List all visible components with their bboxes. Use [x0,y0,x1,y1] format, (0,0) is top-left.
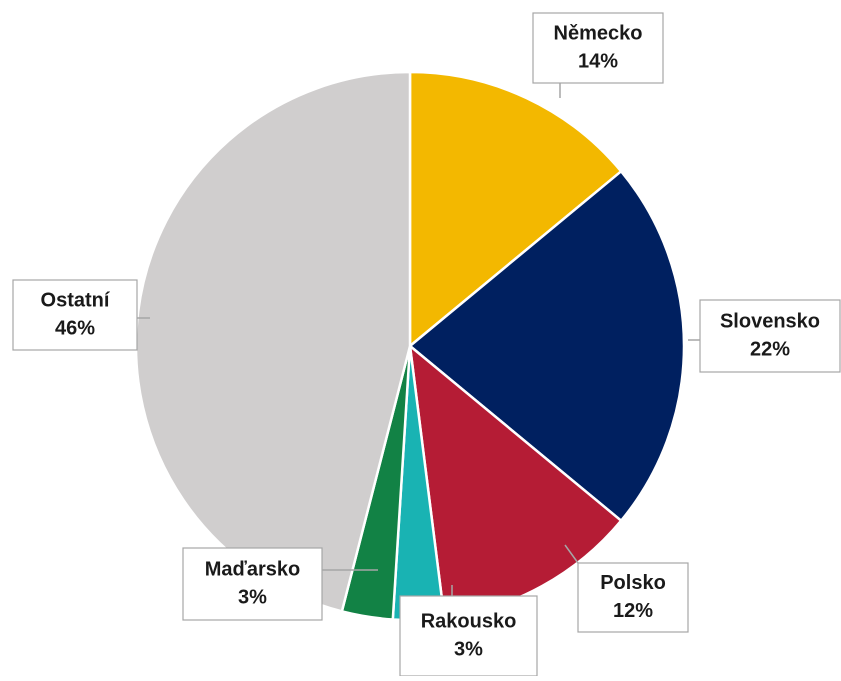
data-label-value: 3% [238,586,267,608]
callout-box [577,562,689,633]
callout-box [12,279,138,351]
data-label-value: 3% [454,638,483,660]
data-label-value: 12% [613,600,653,622]
data-label-name: Maďarsko [205,558,301,580]
callout-box [399,595,538,677]
callout-box [699,299,841,373]
data-label-value: 46% [55,317,95,339]
data-label-value: 22% [750,338,790,360]
data-label-name: Slovensko [720,310,820,332]
callout-box [182,547,323,621]
data-label-name: Polsko [600,572,666,594]
callout-box [532,12,664,84]
data-label-value: 14% [578,50,618,72]
data-label-name: Německo [554,22,643,44]
pie-slice [408,70,623,349]
callout-pointer [564,544,579,564]
data-label-name: Ostatní [41,289,111,311]
pie-slice [408,169,686,523]
data-label-name: Rakousko [421,610,517,632]
